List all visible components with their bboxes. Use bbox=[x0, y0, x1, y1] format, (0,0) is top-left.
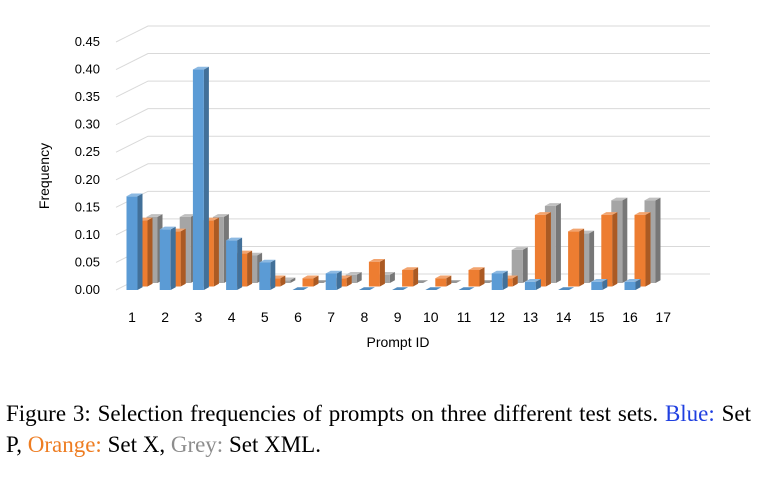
y-tick-label: 0.20 bbox=[75, 172, 100, 187]
y-tick-label: 0.25 bbox=[75, 144, 100, 159]
figure-caption: Figure 3: Selection frequencies of promp… bbox=[6, 398, 751, 460]
caption-grey-label: Grey: bbox=[170, 432, 224, 457]
grid-line bbox=[115, 25, 710, 43]
bar bbox=[511, 247, 528, 283]
x-tick-label: 8 bbox=[361, 309, 369, 325]
x-axis-label: Prompt ID bbox=[366, 334, 429, 350]
bar bbox=[159, 226, 176, 290]
y-tick-label: 0.00 bbox=[75, 282, 100, 297]
y-axis-label: Frequency bbox=[36, 143, 52, 209]
bar bbox=[458, 287, 475, 290]
bar bbox=[601, 212, 618, 287]
caption-blue-label: Blue: bbox=[664, 401, 715, 426]
grid-line bbox=[115, 80, 710, 98]
bar bbox=[624, 278, 641, 290]
grid-line bbox=[115, 108, 710, 126]
x-tick-label: 15 bbox=[589, 309, 605, 325]
x-tick-label: 6 bbox=[294, 309, 302, 325]
caption-orange-set: Set X, bbox=[101, 432, 171, 457]
x-tick-label: 13 bbox=[523, 309, 539, 325]
x-tick-label: 5 bbox=[261, 309, 269, 325]
y-tick-label: 0.05 bbox=[75, 254, 100, 269]
bar bbox=[524, 278, 541, 290]
y-tick-label: 0.45 bbox=[75, 34, 100, 49]
x-tick-label: 11 bbox=[457, 309, 472, 325]
bar bbox=[468, 267, 485, 287]
bar bbox=[591, 278, 608, 290]
bar bbox=[392, 287, 409, 290]
bar bbox=[192, 66, 209, 290]
x-tick-label: 12 bbox=[489, 309, 505, 325]
y-tick-labels: 0.00 0.05 0.10 0.15 0.20 0.25 0.30 0.35 0.40 0.45 bbox=[75, 34, 100, 297]
x-tick-label: 17 bbox=[655, 309, 671, 325]
bar bbox=[491, 270, 508, 290]
caption-blue-set: Set P, bbox=[6, 401, 752, 457]
bar bbox=[534, 212, 551, 287]
x-tick-label: 3 bbox=[195, 309, 203, 325]
bars bbox=[126, 66, 661, 290]
grid-line bbox=[115, 135, 710, 153]
x-tick-label: 10 bbox=[423, 309, 439, 325]
caption-prefix: Figure 3: Selection frequencies of promp… bbox=[6, 401, 665, 426]
y-tick-label: 0.15 bbox=[75, 199, 100, 214]
bar bbox=[292, 287, 309, 290]
x-tick-label: 2 bbox=[161, 309, 169, 325]
bar bbox=[402, 267, 419, 287]
y-tick-label: 0.40 bbox=[75, 62, 100, 77]
bar bbox=[325, 270, 342, 290]
bar bbox=[126, 193, 143, 290]
x-tick-label: 16 bbox=[622, 309, 638, 325]
bar bbox=[302, 275, 319, 287]
x-tick-label: 1 bbox=[128, 309, 136, 325]
x-tick-label: 14 bbox=[556, 309, 572, 325]
y-tick-label: 0.30 bbox=[75, 117, 100, 132]
x-tick-labels: 1 2 3 4 5 6 7 8 9 10 11 12 13 14 15 16 17 bbox=[128, 309, 671, 325]
bar bbox=[425, 287, 442, 290]
y-tick-label: 0.35 bbox=[75, 89, 100, 104]
bar bbox=[226, 237, 243, 290]
bar bbox=[634, 212, 651, 287]
bar bbox=[259, 259, 276, 290]
bar bbox=[368, 258, 385, 287]
caption-grey-set: Set XML. bbox=[223, 432, 321, 457]
grid-line bbox=[115, 53, 710, 71]
bar bbox=[568, 228, 585, 287]
grid-line bbox=[115, 163, 710, 181]
bar bbox=[558, 287, 575, 290]
x-tick-label: 4 bbox=[228, 309, 236, 325]
bar bbox=[435, 275, 452, 287]
y-tick-label: 0.10 bbox=[75, 227, 100, 242]
caption-orange-label: Orange: bbox=[27, 432, 102, 457]
x-tick-label: 9 bbox=[394, 309, 402, 325]
bar bbox=[358, 287, 375, 290]
x-tick-label: 7 bbox=[327, 309, 335, 325]
bar-chart: 0.00 0.05 0.10 0.15 0.20 0.25 0.30 0.35 0.40 0.45… bbox=[36, 25, 710, 350]
